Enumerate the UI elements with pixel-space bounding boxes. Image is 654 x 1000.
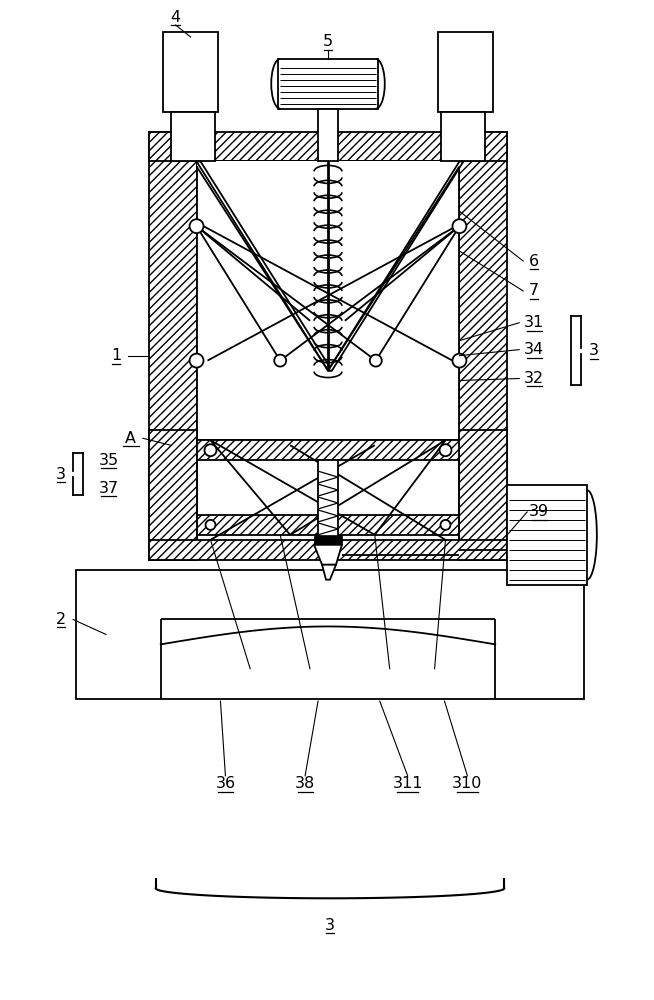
Text: 36: 36 xyxy=(215,776,235,791)
Text: 3: 3 xyxy=(56,467,66,482)
Circle shape xyxy=(205,520,215,530)
Bar xyxy=(197,515,460,535)
Circle shape xyxy=(274,355,286,367)
Text: 3: 3 xyxy=(325,918,335,933)
Text: 6: 6 xyxy=(529,254,539,269)
Bar xyxy=(318,109,338,161)
Text: 5: 5 xyxy=(323,34,333,49)
Text: 2: 2 xyxy=(56,612,66,627)
Text: 31: 31 xyxy=(524,315,544,330)
Circle shape xyxy=(453,354,466,368)
Circle shape xyxy=(190,354,203,368)
Bar xyxy=(148,540,508,560)
Text: 34: 34 xyxy=(524,342,544,357)
Polygon shape xyxy=(197,161,460,166)
Polygon shape xyxy=(314,545,342,565)
Bar xyxy=(460,430,508,560)
Text: 7: 7 xyxy=(529,283,539,298)
Bar xyxy=(318,460,338,540)
Text: 1: 1 xyxy=(111,348,121,363)
Bar xyxy=(148,430,197,560)
Bar xyxy=(76,570,584,699)
Bar xyxy=(278,59,378,109)
Polygon shape xyxy=(197,161,332,371)
Text: 38: 38 xyxy=(295,776,315,791)
Polygon shape xyxy=(328,161,464,371)
Circle shape xyxy=(190,219,203,233)
Text: 311: 311 xyxy=(392,776,423,791)
Text: 4: 4 xyxy=(171,10,181,25)
Bar xyxy=(148,132,508,161)
Text: 39: 39 xyxy=(529,504,549,519)
Text: 3: 3 xyxy=(589,343,599,358)
Bar xyxy=(314,535,342,545)
Polygon shape xyxy=(441,112,485,161)
Bar xyxy=(460,132,508,560)
Text: 310: 310 xyxy=(452,776,483,791)
Circle shape xyxy=(205,444,216,456)
Circle shape xyxy=(453,219,466,233)
Text: 35: 35 xyxy=(99,453,119,468)
Polygon shape xyxy=(438,32,493,112)
Text: A: A xyxy=(126,431,136,446)
Polygon shape xyxy=(322,565,336,580)
Circle shape xyxy=(441,520,451,530)
Circle shape xyxy=(370,355,382,367)
Text: 32: 32 xyxy=(524,371,544,386)
Polygon shape xyxy=(171,112,215,161)
Bar xyxy=(508,485,587,585)
Bar xyxy=(148,132,197,560)
Text: 37: 37 xyxy=(99,481,119,496)
Polygon shape xyxy=(163,32,218,112)
Bar xyxy=(197,161,460,440)
Bar xyxy=(197,440,460,460)
Circle shape xyxy=(439,444,451,456)
